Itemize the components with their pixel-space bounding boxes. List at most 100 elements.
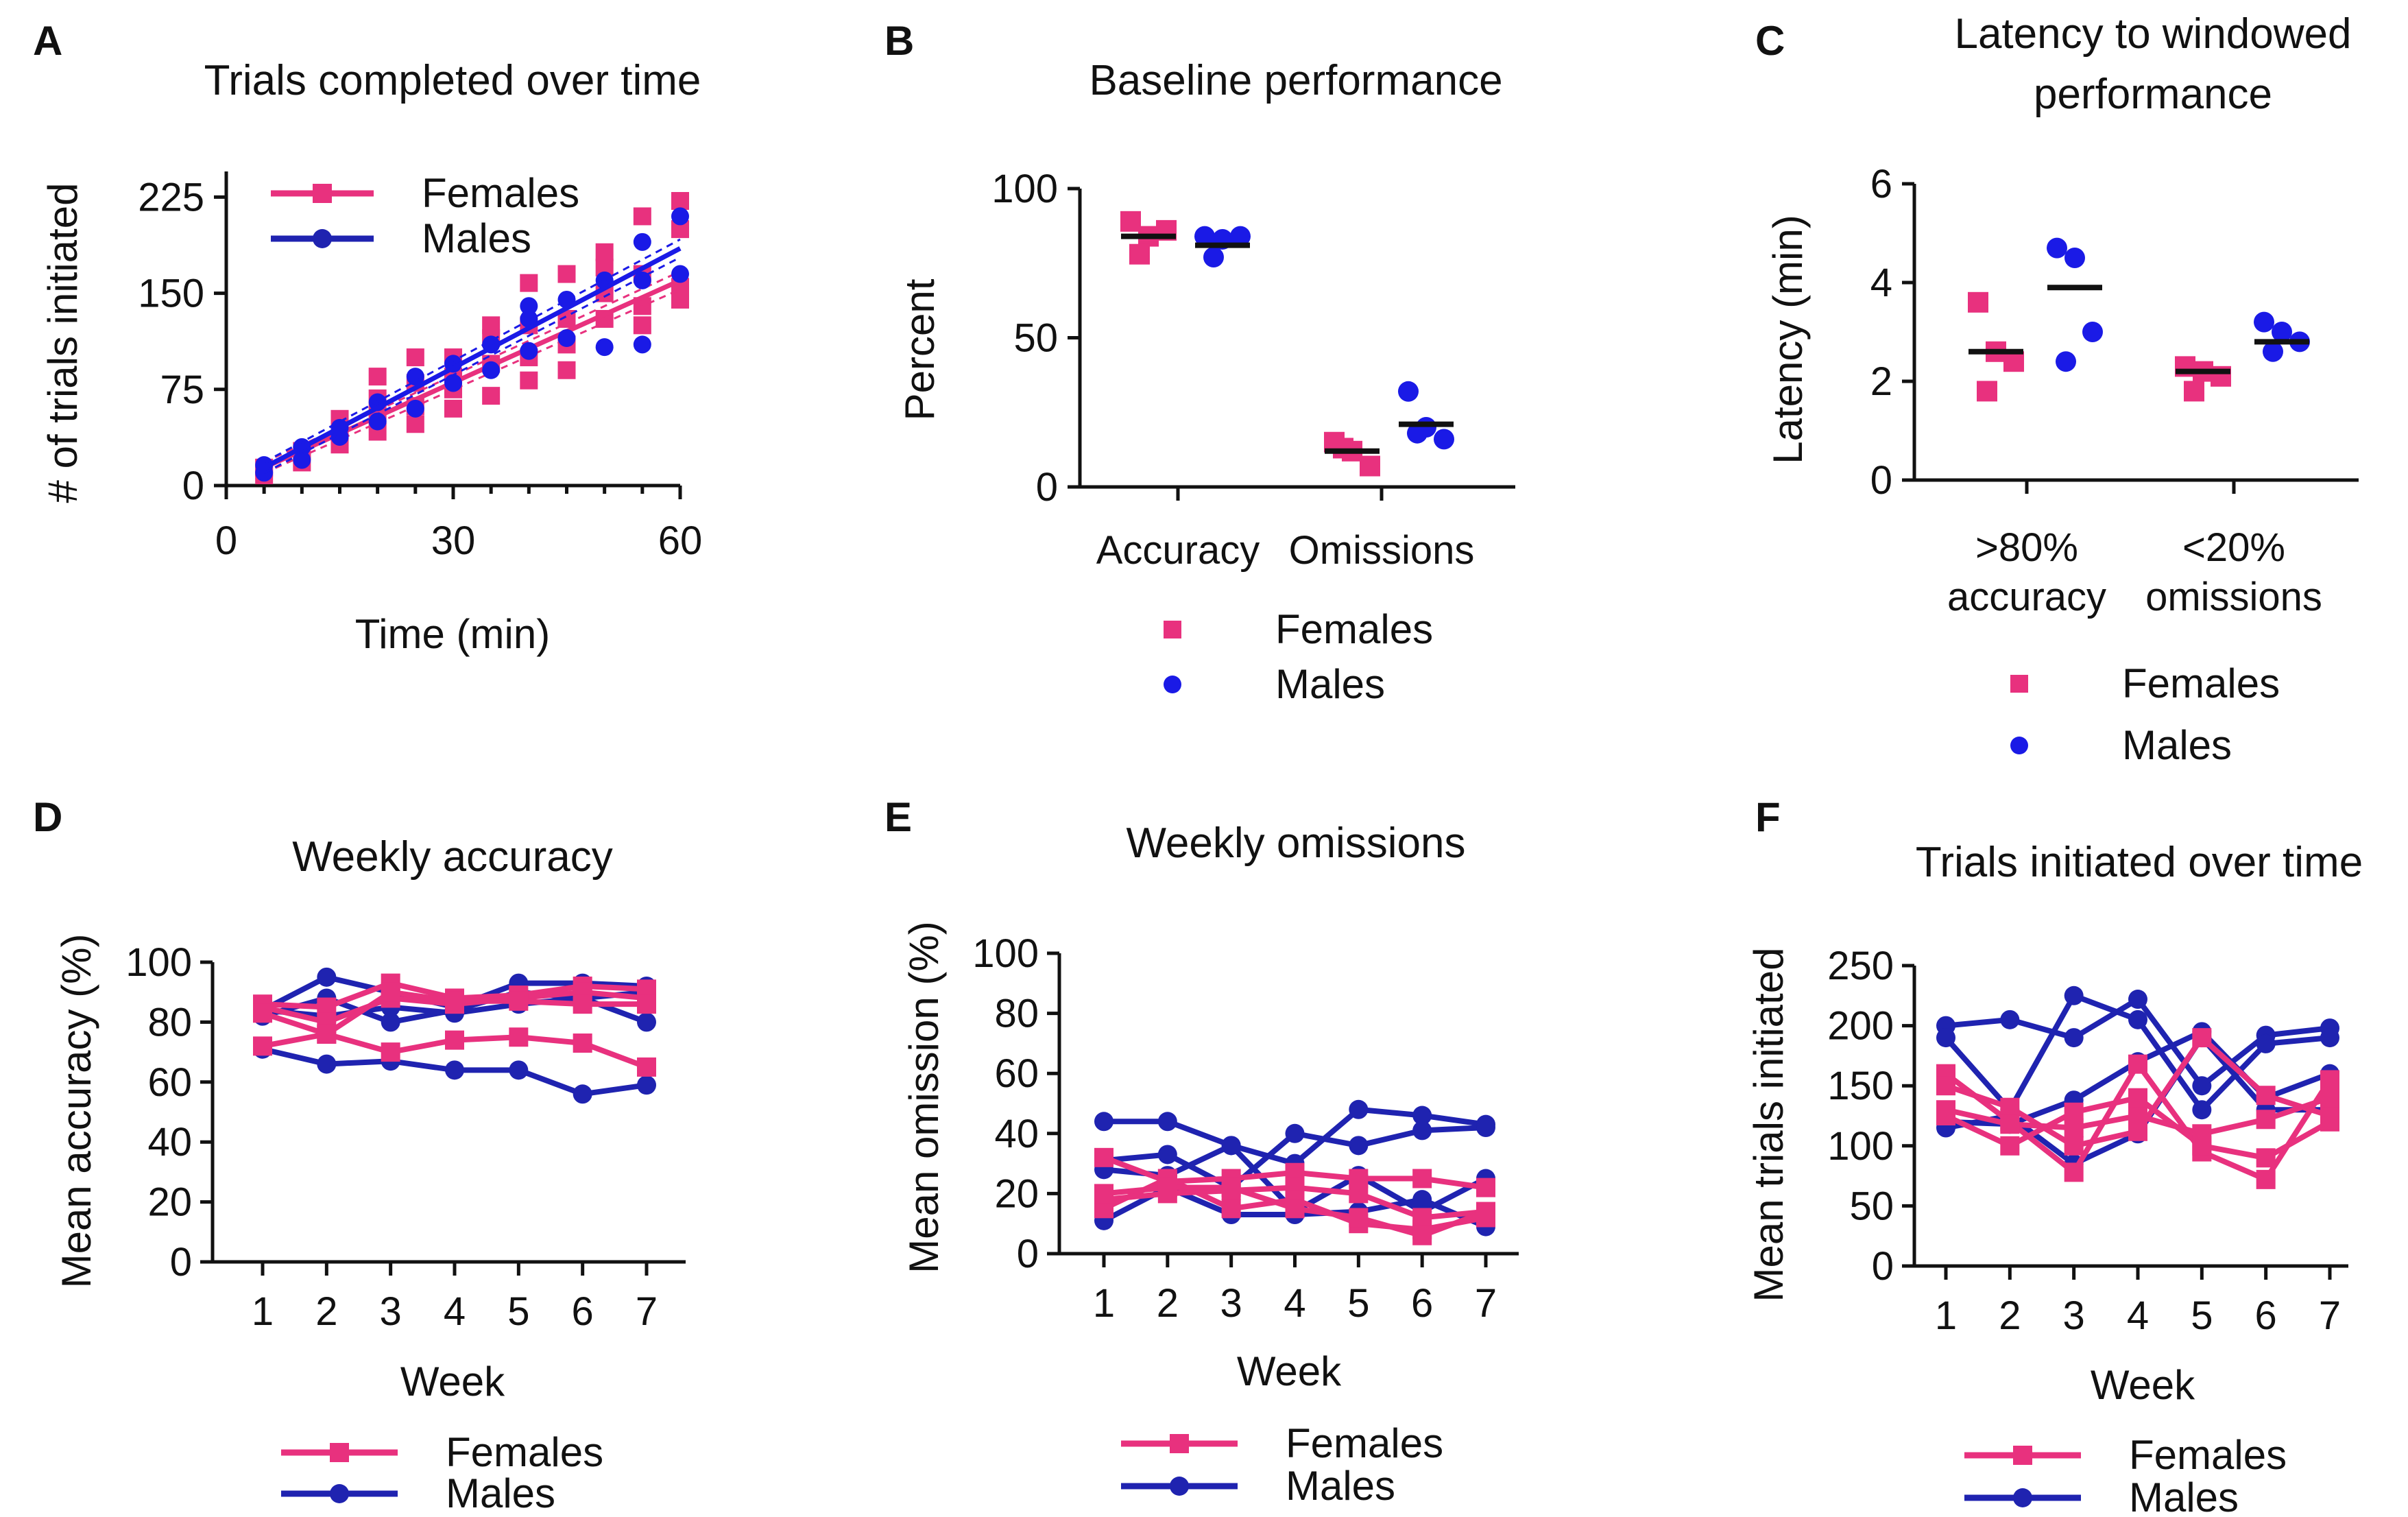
point-a-males	[595, 338, 614, 357]
fit-line-a-females	[263, 278, 682, 470]
point-plot-f-females	[2064, 1136, 2084, 1156]
point-plot-b-males	[1434, 429, 1454, 450]
point-plot-f-males	[2192, 1076, 2212, 1096]
point-plot-d-females	[253, 1036, 272, 1056]
point-plot-c-males	[2047, 237, 2067, 259]
point-plot-c-males	[2272, 322, 2292, 342]
legend-marker-females	[2013, 1446, 2032, 1465]
x-tick-label-plot-e: 3	[1220, 1281, 1242, 1326]
legend-label-females: Females	[2122, 660, 2280, 706]
x-tick-label-a: 30	[431, 518, 476, 563]
point-plot-f-males	[2000, 1010, 2020, 1029]
point-plot-d-males	[317, 967, 337, 987]
point-plot-e-males	[1094, 1112, 1113, 1132]
point-plot-d-females	[317, 1024, 337, 1044]
point-a-females	[406, 415, 424, 433]
y-tick-label-plot-e: 0	[1017, 1232, 1039, 1276]
ylabel-a: # of trials initiated	[40, 183, 86, 503]
point-plot-d-females	[509, 1027, 529, 1047]
panel-e: E Weekly omissions Week Mean omission (%…	[884, 794, 1519, 1509]
x-tick-label-b: Accuracy	[1096, 528, 1260, 573]
y-tick-label-a: 150	[138, 272, 204, 316]
legend-marker-males	[330, 1484, 349, 1503]
legend-marker-females	[313, 184, 332, 203]
point-plot-e-females	[1094, 1147, 1113, 1167]
legend-label-females: Females	[422, 170, 579, 216]
y-tick-label-a: 225	[138, 175, 204, 219]
point-plot-b-males	[1203, 247, 1224, 268]
point-a-males	[520, 297, 538, 315]
title-a: Trials completed over time	[204, 57, 701, 104]
point-plot-f-females	[2000, 1114, 2020, 1134]
legend-label-females: Females	[1286, 1420, 1443, 1466]
point-a-males	[482, 361, 501, 379]
point-plot-d-females	[445, 1030, 464, 1050]
ylabel-e: Mean omission (%)	[901, 921, 947, 1274]
point-plot-c-males	[2254, 311, 2274, 333]
x-tick-label-plot-d: 5	[507, 1289, 529, 1334]
point-plot-f-males	[2064, 1028, 2084, 1048]
y-tick-label-plot-e: 80	[994, 992, 1039, 1036]
y-tick-label-plot-b: 100	[991, 167, 1058, 211]
point-plot-f-females	[2064, 1162, 2084, 1182]
x-tick-label-c: accuracy	[1947, 575, 2106, 619]
point-a-females	[557, 361, 576, 379]
panel-label-b: B	[884, 18, 914, 64]
title-f: Trials initiated over time	[1916, 839, 2363, 886]
point-plot-d-females	[509, 991, 529, 1011]
panel-label-d: D	[33, 794, 62, 840]
y-tick-label-plot-f: 0	[1872, 1244, 1894, 1289]
x-tick-label-plot-d: 6	[572, 1289, 594, 1334]
point-plot-d-males	[573, 1084, 592, 1104]
point-a-males	[633, 232, 651, 251]
point-plot-b-males	[1194, 226, 1215, 247]
y-tick-label-plot-f: 50	[1849, 1184, 1894, 1228]
point-plot-f-females	[2256, 1148, 2276, 1168]
point-plot-d-females	[637, 1057, 656, 1077]
point-plot-d-females	[253, 1003, 272, 1023]
point-plot-e-males	[1412, 1190, 1432, 1210]
point-plot-c-males	[2064, 248, 2085, 268]
point-plot-f-males	[1936, 1028, 1955, 1048]
point-plot-f-females	[2128, 1088, 2147, 1108]
point-plot-e-males	[1157, 1145, 1177, 1164]
point-a-females	[671, 191, 689, 210]
xlabel-a: Time (min)	[355, 611, 550, 657]
point-plot-e-males	[1285, 1123, 1305, 1143]
xlabel-d: Week	[400, 1359, 505, 1405]
x-tick-label-plot-f: 3	[2063, 1293, 2085, 1338]
point-a-females	[482, 387, 501, 405]
point-plot-d-males	[637, 1075, 656, 1095]
point-plot-f-females	[2128, 1106, 2147, 1125]
legend-marker-males	[1170, 1477, 1189, 1496]
legend-marker-males	[2010, 737, 2028, 754]
point-plot-d-females	[381, 1042, 400, 1062]
y-tick-label-plot-f: 250	[1827, 944, 1894, 988]
y-tick-label-a: 75	[160, 368, 204, 412]
point-plot-f-males	[2064, 986, 2084, 1005]
x-tick-label-a: 60	[658, 518, 703, 563]
y-tick-label-plot-b: 50	[1013, 316, 1058, 361]
x-tick-label-plot-f: 7	[2319, 1293, 2341, 1338]
point-plot-e-males	[1476, 1118, 1495, 1138]
legend-label-males: Males	[2122, 722, 2232, 768]
point-plot-f-females	[2000, 1136, 2020, 1156]
legend-marker-females	[1164, 621, 1181, 638]
y-tick-label-plot-c: 0	[1870, 458, 1892, 503]
point-a-males	[633, 335, 651, 354]
point-plot-d-females	[573, 994, 592, 1014]
x-tick-label-plot-e: 7	[1475, 1281, 1497, 1326]
point-plot-e-males	[1157, 1112, 1177, 1132]
ylabel-f: Mean trials initiated	[1746, 948, 1792, 1302]
point-plot-f-males	[2256, 1034, 2276, 1053]
point-plot-b-males	[1398, 381, 1419, 402]
point-plot-b-females	[1333, 438, 1353, 459]
panel-a: A Trials completed over time Time (min) …	[33, 18, 702, 657]
ylabel-d: Mean accuracy (%)	[53, 934, 99, 1289]
point-a-females	[520, 371, 538, 390]
x-tick-label-c: >80%	[1975, 525, 2078, 570]
point-plot-b-males	[1407, 422, 1428, 444]
point-plot-d-males	[509, 1060, 529, 1080]
ci-line-a-females	[263, 288, 681, 475]
